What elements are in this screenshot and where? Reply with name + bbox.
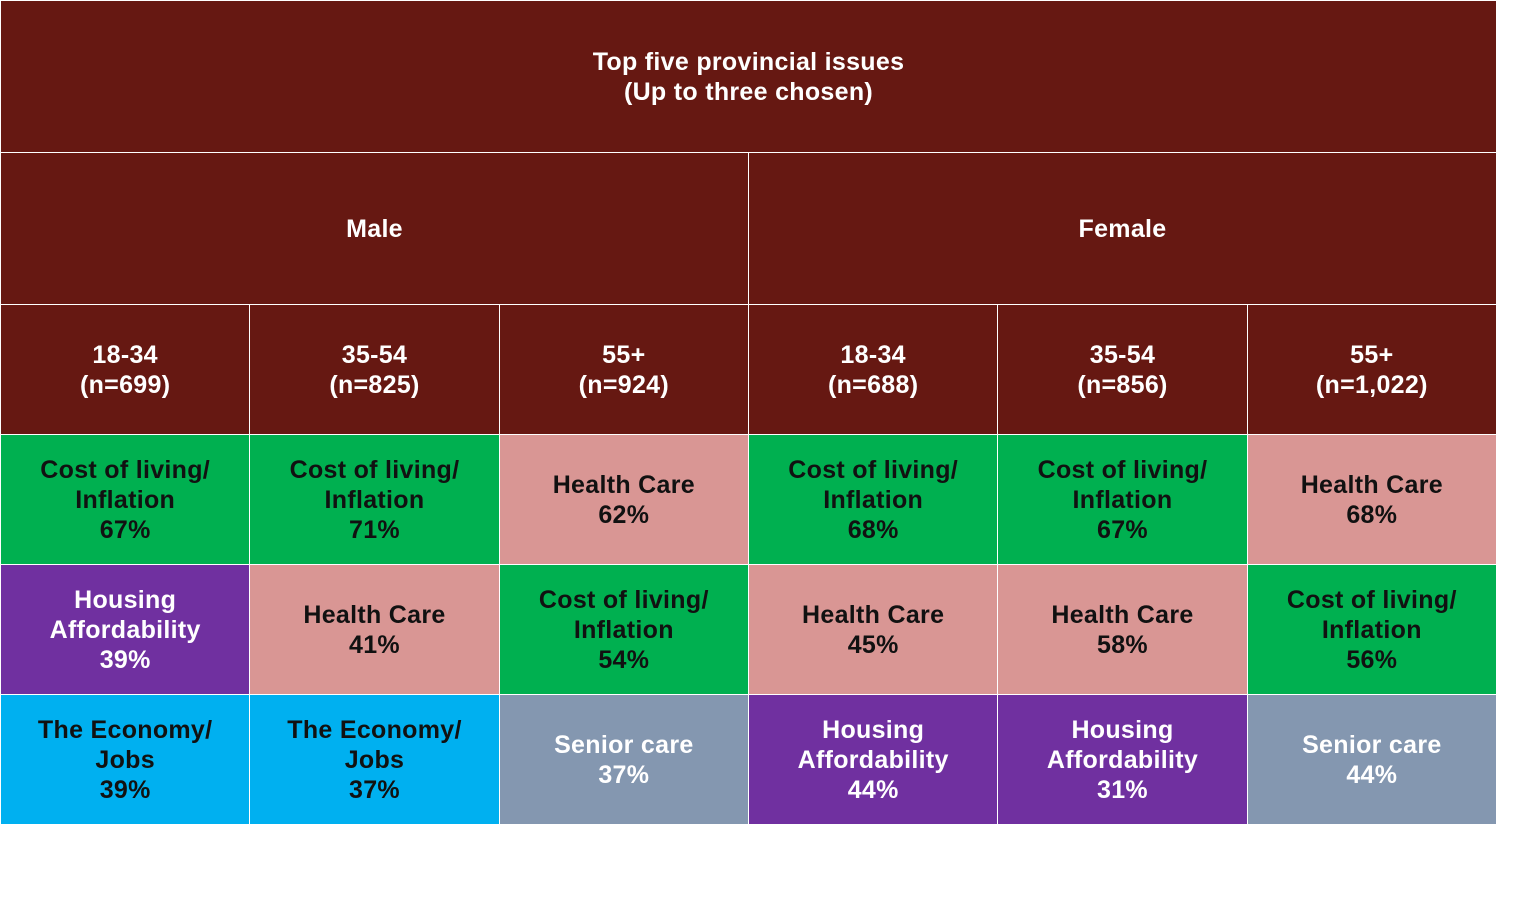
issue-cell-r3-c2: The Economy/ Jobs 37%	[250, 695, 500, 825]
issue-cell-r1-c2: Cost of living/ Inflation 71%	[250, 435, 500, 565]
issue-cell-r2-c2-text: Health Care 41%	[303, 600, 446, 659]
issue-cell-r1-c3-text: Health Care 62%	[552, 470, 695, 529]
issue-cell-r1-c6-text: Health Care 68%	[1300, 470, 1443, 529]
age-header-5-text: 35-54 (n=856)	[1077, 340, 1168, 399]
issue-cell-r2-c4: Health Care 45%	[749, 565, 999, 695]
issue-cell-r1-c4-text: Cost of living/ Inflation 68%	[788, 455, 959, 544]
issue-cell-r2-c6-text: Cost of living/ Inflation 56%	[1286, 585, 1457, 674]
gender-header-female: Female	[749, 153, 1497, 305]
age-header-6: 55+ (n=1,022)	[1247, 305, 1497, 435]
chart-title: Top five provincial issues (Up to three …	[1, 1, 1497, 153]
gender-header-male-text: Male	[346, 214, 403, 243]
age-header-4: 18-34 (n=688)	[749, 305, 999, 435]
issue-cell-r2-c2: Health Care 41%	[250, 565, 500, 695]
issue-cell-r2-c1-text: Housing Affordability 39%	[49, 585, 201, 674]
issue-cell-r1-c1-text: Cost of living/ Inflation 67%	[40, 455, 211, 544]
age-header-3-text: 55+ (n=924)	[578, 340, 669, 399]
chart-title-text: Top five provincial issues (Up to three …	[592, 47, 905, 106]
issue-cell-r2-c4-text: Health Care 45%	[802, 600, 945, 659]
issue-cell-r1-c2-text: Cost of living/ Inflation 71%	[289, 455, 460, 544]
issue-cell-r2-c5-text: Health Care 58%	[1051, 600, 1194, 659]
issue-cell-r2-c3: Cost of living/ Inflation 54%	[499, 565, 749, 695]
age-header-1-text: 18-34 (n=699)	[79, 340, 171, 399]
issue-cell-r1-c5-text: Cost of living/ Inflation 67%	[1037, 455, 1208, 544]
issue-cell-r2-c3-text: Cost of living/ Inflation 54%	[538, 585, 709, 674]
issue-cell-r3-c5: Housing Affordability 31%	[998, 695, 1248, 825]
gender-header-male: Male	[1, 153, 749, 305]
issue-cell-r3-c6-text: Senior care 44%	[1302, 730, 1442, 789]
issue-cell-r3-c5-text: Housing Affordability 31%	[1046, 715, 1199, 804]
issue-cell-r3-c4-text: Housing Affordability 44%	[797, 715, 949, 804]
age-header-1: 18-34 (n=699)	[1, 305, 251, 435]
age-header-6-text: 55+ (n=1,022)	[1315, 340, 1428, 399]
issue-cell-r3-c2-text: The Economy/ Jobs 37%	[287, 715, 462, 804]
issue-cell-r2-c5: Health Care 58%	[998, 565, 1248, 695]
issue-cell-r3-c3: Senior care 37%	[499, 695, 749, 825]
issue-cell-r1-c3: Health Care 62%	[499, 435, 749, 565]
age-header-2: 35-54 (n=825)	[250, 305, 500, 435]
gender-header-female-text: Female	[1078, 214, 1167, 243]
issue-cell-r2-c6: Cost of living/ Inflation 56%	[1247, 565, 1497, 695]
age-header-5: 35-54 (n=856)	[998, 305, 1248, 435]
age-header-3: 55+ (n=924)	[499, 305, 749, 435]
issue-cell-r3-c4: Housing Affordability 44%	[749, 695, 999, 825]
issue-cell-r1-c4: Cost of living/ Inflation 68%	[749, 435, 999, 565]
issue-cell-r1-c5: Cost of living/ Inflation 67%	[998, 435, 1248, 565]
age-header-4-text: 18-34 (n=688)	[827, 340, 919, 399]
issue-cell-r3-c1-text: The Economy/ Jobs 39%	[37, 715, 213, 804]
issue-cell-r2-c1: Housing Affordability 39%	[1, 565, 251, 695]
issue-cell-r1-c6: Health Care 68%	[1247, 435, 1497, 565]
age-header-2-text: 35-54 (n=825)	[329, 340, 420, 399]
issue-cell-r1-c1: Cost of living/ Inflation 67%	[1, 435, 251, 565]
issue-cell-r3-c6: Senior care 44%	[1247, 695, 1497, 825]
issue-cell-r3-c1: The Economy/ Jobs 39%	[1, 695, 251, 825]
issue-cell-r3-c3-text: Senior care 37%	[554, 730, 694, 789]
